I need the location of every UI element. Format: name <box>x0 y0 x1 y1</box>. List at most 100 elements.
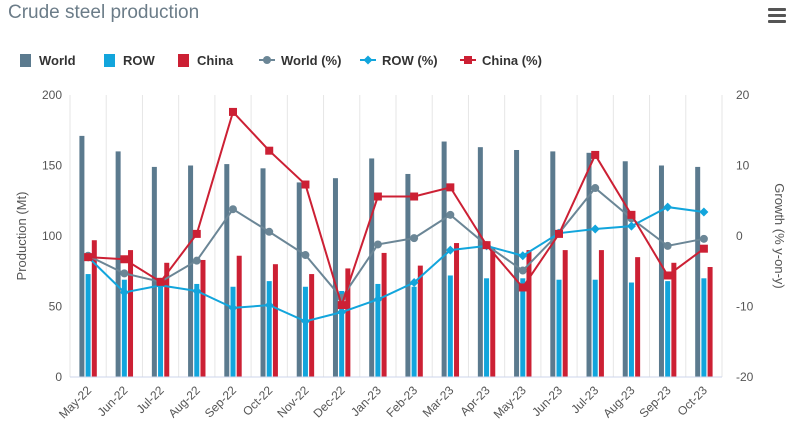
marker-china-oct-22[interactable] <box>265 146 274 155</box>
bar-row-jun-23[interactable] <box>556 279 562 377</box>
bar-row-sep-22[interactable] <box>230 286 236 377</box>
marker-world-jun-22[interactable] <box>120 269 129 278</box>
marker-world-may-23[interactable] <box>518 266 527 275</box>
marker-row-nov-22[interactable] <box>300 316 310 326</box>
bar-world-apr-23[interactable] <box>477 147 483 377</box>
bar-world-feb-23[interactable] <box>405 173 411 377</box>
legend-item-china[interactable]: China (%) <box>460 53 542 68</box>
marker-world-nov-22[interactable] <box>301 251 310 260</box>
marker-row-mar-23[interactable] <box>445 245 455 255</box>
marker-row-aug-22[interactable] <box>192 286 202 296</box>
marker-world-oct-23[interactable] <box>699 234 708 243</box>
bar-china-aug-22[interactable] <box>200 259 206 377</box>
bar-china-dec-22[interactable] <box>345 268 351 377</box>
bar-world-jul-22[interactable] <box>151 166 157 377</box>
marker-world-mar-23[interactable] <box>446 210 455 219</box>
bar-world-mar-23[interactable] <box>441 141 447 377</box>
marker-china-aug-22[interactable] <box>192 229 201 238</box>
marker-row-dec-22[interactable] <box>337 307 347 317</box>
bar-china-sep-23[interactable] <box>671 262 677 377</box>
marker-world-sep-23[interactable] <box>663 241 672 250</box>
bar-row-may-23[interactable] <box>520 278 526 377</box>
marker-world-oct-22[interactable] <box>265 227 274 236</box>
marker-china-aug-23[interactable] <box>627 210 636 219</box>
legend-item-china[interactable]: China <box>178 53 234 68</box>
bar-world-jun-22[interactable] <box>115 151 121 377</box>
marker-china-jan-23[interactable] <box>373 192 382 201</box>
bar-row-mar-23[interactable] <box>447 275 453 377</box>
marker-china-feb-23[interactable] <box>410 192 419 201</box>
marker-row-feb-23[interactable] <box>409 278 419 288</box>
bar-row-jun-22[interactable] <box>121 279 127 377</box>
bar-china-sep-22[interactable] <box>236 255 242 377</box>
marker-world-feb-23[interactable] <box>410 234 419 243</box>
bar-china-may-22[interactable] <box>91 240 97 377</box>
marker-world-aug-22[interactable] <box>192 256 201 265</box>
bar-row-jul-22[interactable] <box>158 285 164 377</box>
marker-china-apr-23[interactable] <box>482 241 491 250</box>
marker-china-jun-23[interactable] <box>555 229 563 238</box>
bar-world-aug-22[interactable] <box>188 165 194 378</box>
bar-row-oct-22[interactable] <box>266 281 272 377</box>
marker-row-may-23[interactable] <box>518 251 528 261</box>
bar-world-may-22[interactable] <box>79 135 85 377</box>
bar-world-dec-22[interactable] <box>332 178 338 377</box>
marker-row-oct-23[interactable] <box>699 207 709 217</box>
marker-row-oct-22[interactable] <box>264 300 274 310</box>
bar-china-apr-23[interactable] <box>490 247 496 377</box>
bar-world-jan-23[interactable] <box>369 158 375 377</box>
legend[interactable]: World ROW China World (%) ROW (%) China (%) <box>20 53 542 68</box>
marker-row-jun-22[interactable] <box>119 287 129 297</box>
marker-china-may-23[interactable] <box>518 283 527 292</box>
bar-china-jun-22[interactable] <box>128 250 134 377</box>
bar-row-sep-23[interactable] <box>665 281 671 377</box>
bar-china-oct-22[interactable] <box>272 264 278 377</box>
marker-china-jul-22[interactable] <box>156 277 165 286</box>
bar-china-jan-23[interactable] <box>381 252 387 377</box>
marker-china-jun-22[interactable] <box>120 255 129 264</box>
marker-china-dec-22[interactable] <box>337 301 346 310</box>
marker-world-sep-22[interactable] <box>229 205 237 214</box>
bar-row-nov-22[interactable] <box>302 286 308 377</box>
legend-item-row[interactable]: ROW (%) <box>360 53 438 68</box>
marker-row-sep-23[interactable] <box>663 202 673 212</box>
bar-world-oct-22[interactable] <box>260 168 266 377</box>
marker-world-jan-23[interactable] <box>373 240 382 249</box>
bar-row-aug-23[interactable] <box>628 282 634 377</box>
bar-china-feb-23[interactable] <box>417 265 423 377</box>
bar-row-feb-23[interactable] <box>411 286 417 377</box>
marker-china-sep-23[interactable] <box>663 271 672 280</box>
marker-china-jul-23[interactable] <box>591 150 600 159</box>
bar-world-oct-23[interactable] <box>695 166 701 377</box>
bar-china-jul-23[interactable] <box>598 250 604 377</box>
bar-world-nov-22[interactable] <box>296 182 302 377</box>
bar-row-jul-23[interactable] <box>592 279 598 377</box>
legend-item-world[interactable]: World <box>20 53 76 68</box>
marker-china-oct-23[interactable] <box>699 244 708 253</box>
bar-china-oct-23[interactable] <box>707 267 713 377</box>
marker-row-sep-22[interactable] <box>228 303 238 313</box>
bar-world-may-23[interactable] <box>514 149 520 377</box>
bar-china-aug-23[interactable] <box>635 257 641 377</box>
marker-china-sep-22[interactable] <box>229 107 237 116</box>
bar-row-may-22[interactable] <box>85 274 91 377</box>
bar-row-oct-23[interactable] <box>701 278 707 377</box>
bar-row-jan-23[interactable] <box>375 283 381 377</box>
bar-row-aug-22[interactable] <box>194 283 200 377</box>
hamburger-menu-icon[interactable] <box>768 8 786 24</box>
marker-china-may-22[interactable] <box>84 253 93 262</box>
bar-china-mar-23[interactable] <box>454 243 460 377</box>
bar-world-sep-23[interactable] <box>658 165 664 378</box>
marker-row-jul-23[interactable] <box>590 224 600 234</box>
bar-china-nov-22[interactable] <box>309 274 315 377</box>
bar-china-jul-22[interactable] <box>164 262 170 377</box>
bar-china-may-23[interactable] <box>526 250 532 377</box>
marker-china-nov-22[interactable] <box>301 180 310 189</box>
bar-row-apr-23[interactable] <box>484 278 490 377</box>
marker-world-jul-23[interactable] <box>591 184 600 193</box>
bar-world-jul-23[interactable] <box>586 152 592 377</box>
marker-china-mar-23[interactable] <box>446 183 455 192</box>
marker-row-jan-23[interactable] <box>373 294 383 304</box>
bar-world-sep-22[interactable] <box>224 164 230 377</box>
bar-world-jun-23[interactable] <box>550 151 556 377</box>
